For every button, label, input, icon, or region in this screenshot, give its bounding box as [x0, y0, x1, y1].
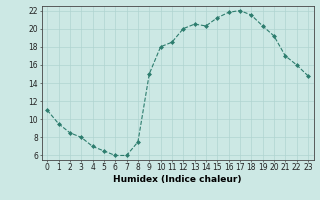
X-axis label: Humidex (Indice chaleur): Humidex (Indice chaleur)	[113, 175, 242, 184]
